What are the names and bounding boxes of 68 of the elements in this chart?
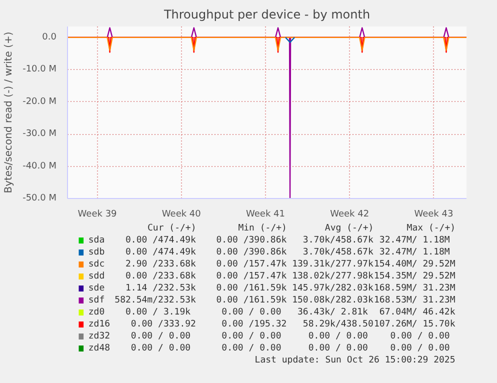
y-tick-label: -40.0 M <box>22 161 57 172</box>
text: 139.31k/277.97k <box>292 260 374 270</box>
legend-label: sda <box>88 236 105 246</box>
text: 3.70k/458.67k <box>302 248 374 258</box>
x-tick-label: Week 39 <box>78 210 118 220</box>
text: 0.00 / 0.00 <box>130 344 191 354</box>
legend-label: zd32 <box>88 332 110 342</box>
legend-label: sdd <box>88 272 105 282</box>
legend-label: zd16 <box>88 320 110 330</box>
x-tick-label: Week 42 <box>330 210 370 220</box>
text: 0.00 / 0.00 <box>308 332 368 342</box>
text: 3.70k/458.67k <box>302 236 374 246</box>
y-tick-label: -20.0 M <box>22 96 57 107</box>
y-axis-title: Bytes/second read (-) / write (+) <box>4 32 15 194</box>
x-tick-label: Week 43 <box>414 210 454 220</box>
text: 0.00 / 0.00 <box>308 344 368 354</box>
text: 154.40M/ 29.52M <box>374 260 456 270</box>
text: 58.29k/438.50 <box>302 320 374 330</box>
text: Avg (-/+) <box>324 224 374 234</box>
text: 1.14 /232.53k <box>126 284 197 294</box>
text: 0.00 /195.32 <box>222 320 287 330</box>
legend-label: sdf <box>88 296 105 306</box>
y-tick-label: -30.0 M <box>22 129 57 140</box>
text: 150.08k/282.03k <box>292 296 374 306</box>
text: 145.97k/282.03k <box>292 284 374 294</box>
text: Last update: Sun Oct 26 15:00:29 2025 <box>254 356 456 366</box>
text: 0.00 /161.59k <box>216 296 288 306</box>
x-tick-label: Week 41 <box>246 210 285 220</box>
text: Min (-/+) <box>238 224 287 234</box>
legend-label: sdb <box>88 248 105 258</box>
text: Cur (-/+) <box>147 224 196 234</box>
text: 67.04M/ 46.42k <box>379 308 456 318</box>
text: 0.00 / 3.19k <box>126 308 192 318</box>
text: 582.54m/232.53k <box>114 296 197 306</box>
text: 32.47M/ 1.18M <box>379 248 450 258</box>
legend-label: zd48 <box>88 344 110 354</box>
y-tick-label: 0.0 <box>42 32 57 42</box>
legend-label: zd0 <box>88 308 105 318</box>
text: 36.43k/ 2.81k <box>298 308 369 318</box>
chart-title: Throughput per device - by month <box>162 8 370 22</box>
text: 0.00 /161.59k <box>216 284 288 294</box>
text: 168.53M/ 31.23M <box>374 296 456 306</box>
text: 168.59M/ 31.23M <box>374 284 456 294</box>
text: 0.00 / 0.00 <box>222 308 282 318</box>
text: 107.26M/ 15.70k <box>374 320 456 330</box>
text: 2.90 /233.68k <box>126 260 197 270</box>
text: 0.00 / 0.00 <box>222 344 282 354</box>
text: 0.00 /474.49k <box>126 236 197 246</box>
y-tick-label: -10.0 M <box>22 64 57 75</box>
text: 0.00 / 0.00 <box>222 332 282 342</box>
text: 0.00 /157.47k <box>216 260 288 270</box>
text: Max (-/+) <box>406 224 456 234</box>
text: 0.00 /333.92 <box>130 320 196 330</box>
text: 0.00 / 0.00 <box>130 332 191 342</box>
x-tick-label: Week 40 <box>162 210 202 220</box>
legend-label: sde <box>88 284 105 294</box>
text: 0.00 /157.47k <box>216 272 288 282</box>
text: 154.35M/ 29.52M <box>374 272 456 282</box>
y-tick-label: -50.0 M <box>22 194 57 204</box>
text: 32.47M/ 1.18M <box>379 236 450 246</box>
text: 0.00 /474.49k <box>126 248 197 258</box>
text: 0.00 / 0.00 <box>390 344 450 354</box>
text: 0.00 /233.68k <box>126 272 197 282</box>
text: 138.02k/277.98k <box>292 272 374 282</box>
text: 0.00 /390.86k <box>216 248 288 258</box>
legend-label: sdc <box>88 260 105 270</box>
text: 0.00 /390.86k <box>216 236 288 246</box>
text: 0.00 / 0.00 <box>390 332 450 342</box>
